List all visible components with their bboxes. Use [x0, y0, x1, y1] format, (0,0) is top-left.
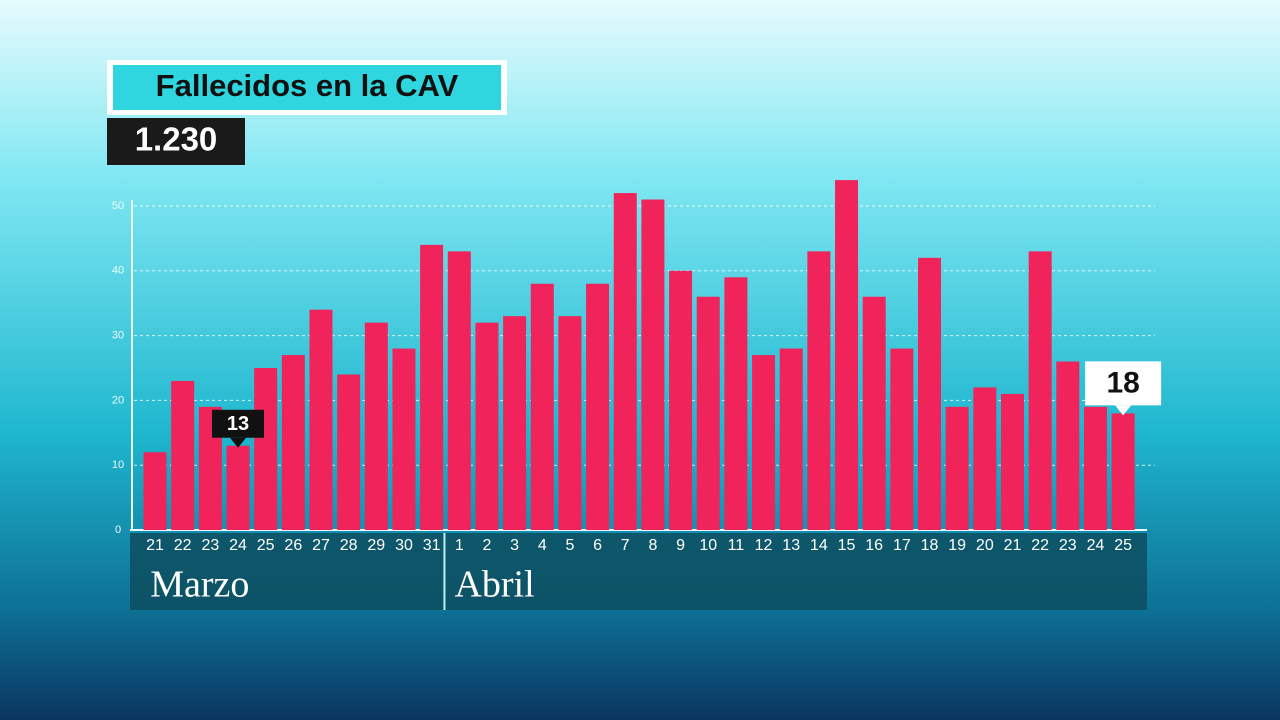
- x-tick-label: 17: [893, 537, 911, 554]
- bar: [752, 355, 776, 530]
- x-tick-label: 31: [423, 537, 441, 554]
- bar: [309, 309, 333, 530]
- bar: [1083, 406, 1107, 530]
- bar: [862, 296, 886, 530]
- x-tick-label: 23: [1059, 537, 1077, 554]
- bar: [447, 251, 471, 531]
- x-tick-label: 6: [593, 537, 602, 554]
- group-label: Abril: [454, 564, 534, 606]
- x-tick-label: 14: [810, 537, 828, 554]
- x-tick-label: 2: [482, 537, 491, 554]
- subtitle-box: [107, 118, 245, 165]
- bar: [337, 374, 361, 530]
- bar: [1000, 393, 1024, 530]
- x-tick-label: 10: [699, 537, 717, 554]
- callout-pointer: [1115, 405, 1132, 416]
- bar: [669, 270, 693, 530]
- x-tick-label: 15: [838, 537, 856, 554]
- bar: [281, 355, 305, 530]
- x-axis-strip: [130, 533, 1147, 610]
- x-tick-label: 9: [676, 537, 685, 554]
- bar: [226, 445, 250, 530]
- bar: [503, 316, 527, 530]
- callout-pointer: [230, 437, 247, 448]
- title-box: [113, 65, 501, 110]
- bar: [558, 316, 582, 530]
- x-tick-label: 24: [1087, 537, 1105, 554]
- x-tick-label: 5: [565, 537, 574, 554]
- bar: [945, 406, 969, 530]
- x-tick-label: 12: [755, 537, 773, 554]
- x-tick-label: 25: [1114, 537, 1132, 554]
- bar: [171, 380, 195, 530]
- x-tick-label: 1: [455, 537, 464, 554]
- x-tick-label: 27: [312, 537, 330, 554]
- callout-box: [212, 409, 265, 438]
- value-label: 18: [1106, 366, 1139, 399]
- chart-subtitle: 1.230: [135, 121, 218, 158]
- bar: [254, 368, 278, 530]
- bar: [613, 193, 637, 531]
- bar: [835, 180, 859, 530]
- x-tick-label: 26: [284, 537, 302, 554]
- x-tick-label: 30: [395, 537, 413, 554]
- x-tick-label: 21: [1004, 537, 1022, 554]
- x-tick-label: 29: [367, 537, 385, 554]
- x-tick-label: 22: [1031, 537, 1049, 554]
- bar: [530, 283, 554, 530]
- bar: [143, 452, 167, 530]
- y-tick-label: 0: [115, 524, 121, 536]
- bar: [973, 387, 997, 530]
- bar: [696, 296, 720, 530]
- x-tick-label: 20: [976, 537, 994, 554]
- x-tick-label: 7: [621, 537, 630, 554]
- bar: [586, 283, 610, 530]
- bar: [918, 257, 942, 530]
- x-tick-label: 19: [948, 537, 966, 554]
- x-tick-label: 28: [340, 537, 358, 554]
- y-tick-label: 30: [112, 330, 124, 342]
- bar: [779, 348, 803, 530]
- group-label: Marzo: [150, 564, 249, 606]
- chart-title: Fallecidos en la CAV: [156, 68, 459, 103]
- x-tick-label: 25: [257, 537, 275, 554]
- bar: [364, 322, 388, 530]
- y-tick-label: 50: [112, 200, 124, 212]
- bar: [1056, 361, 1080, 530]
- bar: [641, 199, 665, 530]
- x-tick-label: 13: [782, 537, 800, 554]
- x-tick-label: 11: [728, 537, 745, 554]
- x-tick-label: 8: [648, 537, 657, 554]
- bar: [392, 348, 416, 530]
- y-tick-label: 40: [112, 265, 124, 277]
- bar: [890, 348, 914, 530]
- x-tick-label: 4: [538, 537, 547, 554]
- y-tick-label: 20: [112, 394, 124, 406]
- x-tick-label: 16: [865, 537, 883, 554]
- x-tick-label: 18: [921, 537, 939, 554]
- x-tick-label: 21: [146, 537, 164, 554]
- x-tick-label: 24: [229, 537, 247, 554]
- bar: [1111, 413, 1135, 530]
- value-label: 13: [227, 413, 249, 435]
- callout-box: [1085, 361, 1162, 406]
- bar: [475, 322, 499, 530]
- x-tick-label: 23: [201, 537, 219, 554]
- bar: [420, 244, 444, 530]
- y-tick-label: 10: [112, 459, 124, 471]
- x-tick-label: 22: [174, 537, 192, 554]
- bar: [1028, 251, 1052, 531]
- bar: [807, 251, 831, 531]
- x-tick-label: 3: [510, 537, 519, 554]
- bar: [724, 277, 748, 530]
